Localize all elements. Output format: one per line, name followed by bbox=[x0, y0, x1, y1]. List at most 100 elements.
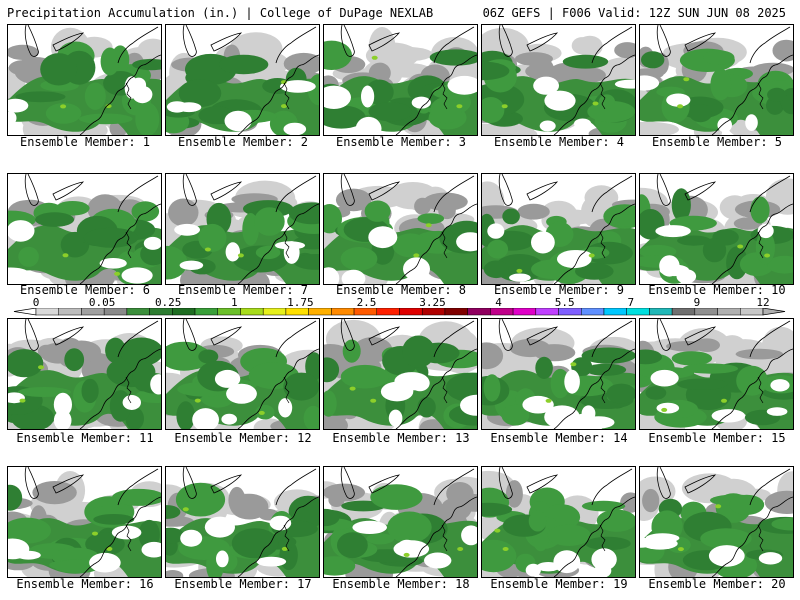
lake-outline bbox=[498, 467, 513, 499]
color-bar-swatch bbox=[285, 308, 309, 316]
lake-outline bbox=[182, 467, 197, 499]
color-bar-swatch bbox=[308, 308, 332, 316]
chart-title: Precipitation Accumulation (in.) | Colle… bbox=[7, 6, 434, 20]
precip-map bbox=[166, 174, 319, 284]
coastline bbox=[553, 496, 635, 577]
precip-field bbox=[166, 482, 319, 577]
precip-map bbox=[640, 25, 793, 135]
precip-map bbox=[324, 25, 477, 135]
ensemble-panel-2 bbox=[165, 24, 320, 136]
panel-label: Ensemble Member: 5 bbox=[651, 135, 783, 149]
panel-label: Ensemble Member: 20 bbox=[648, 577, 786, 591]
panel-label: Ensemble Member: 17 bbox=[174, 577, 312, 591]
panel-label: Ensemble Member: 6 bbox=[19, 283, 151, 297]
precip-map bbox=[640, 174, 793, 284]
coastline bbox=[237, 203, 319, 284]
precip-field bbox=[8, 27, 161, 135]
color-bar-swatch bbox=[467, 308, 491, 316]
color-bar-tick-label: 3.25 bbox=[419, 296, 446, 309]
precip-map bbox=[324, 319, 477, 429]
lake-outline bbox=[340, 174, 355, 206]
panel-label: Ensemble Member: 2 bbox=[177, 135, 309, 149]
coastline bbox=[79, 348, 161, 429]
coastline bbox=[395, 496, 477, 577]
coastline bbox=[79, 203, 161, 284]
color-bar-swatch bbox=[490, 308, 514, 316]
precip-field bbox=[8, 194, 161, 284]
lake-outline bbox=[340, 467, 355, 499]
color-bar-tick-label: 0 bbox=[32, 296, 40, 309]
panel-label: Ensemble Member: 12 bbox=[174, 431, 312, 445]
ensemble-panel-10 bbox=[639, 173, 794, 285]
color-bar-swatch bbox=[444, 308, 468, 316]
precip-map bbox=[482, 25, 635, 135]
lake-outline bbox=[340, 25, 355, 57]
color-bar-swatch bbox=[626, 308, 650, 316]
color-bar-swatch bbox=[217, 308, 241, 316]
precip-field bbox=[166, 180, 319, 284]
lake-outline bbox=[182, 319, 197, 351]
ensemble-panel-16 bbox=[7, 466, 162, 578]
precip-field bbox=[640, 37, 793, 135]
color-bar-tick-label: 1.75 bbox=[287, 296, 314, 309]
panel-label: Ensemble Member: 10 bbox=[648, 283, 786, 297]
panel-label: Ensemble Member: 15 bbox=[648, 431, 786, 445]
color-bar-tick-label: 0.25 bbox=[154, 296, 182, 309]
precip-map bbox=[166, 467, 319, 577]
ensemble-panel-15 bbox=[639, 318, 794, 430]
lake-outline bbox=[182, 174, 197, 206]
color-bar-tick-label: 2.5 bbox=[356, 296, 377, 309]
coastline bbox=[553, 54, 635, 135]
color-bar-max-arrow bbox=[762, 308, 786, 316]
ensemble-panel-7 bbox=[165, 173, 320, 285]
panel-label: Ensemble Member: 7 bbox=[177, 283, 309, 297]
panel-label: Ensemble Member: 3 bbox=[335, 135, 467, 149]
coastline bbox=[395, 348, 477, 429]
color-bar-swatch bbox=[399, 308, 423, 316]
lake-outline bbox=[340, 319, 355, 351]
coastline bbox=[711, 496, 793, 577]
color-bar-swatch bbox=[671, 308, 696, 316]
color-bar-swatch bbox=[603, 308, 627, 316]
model-run-label: 06Z GEFS | F006 Valid: 12Z SUN JUN 08 20… bbox=[482, 6, 786, 20]
precip-map bbox=[166, 25, 319, 135]
ensemble-panel-14 bbox=[481, 318, 636, 430]
color-bar-swatch bbox=[81, 308, 105, 316]
precip-field bbox=[324, 319, 477, 429]
coastline bbox=[237, 54, 319, 135]
ensemble-panel-19 bbox=[481, 466, 636, 578]
color-bar-tick-label: 4 bbox=[495, 296, 502, 309]
precip-field bbox=[8, 333, 161, 429]
lake-outline bbox=[656, 25, 671, 57]
panel-label: Ensemble Member: 11 bbox=[16, 431, 154, 445]
color-bar-swatch bbox=[558, 308, 582, 316]
panel-label: Ensemble Member: 18 bbox=[332, 577, 470, 591]
coastline bbox=[553, 203, 635, 284]
panel-label: Ensemble Member: 16 bbox=[16, 577, 154, 591]
precip-map bbox=[8, 467, 161, 577]
color-bar-swatch bbox=[353, 308, 378, 316]
precip-field bbox=[166, 336, 319, 429]
panel-label: Ensemble Member: 13 bbox=[332, 431, 470, 445]
color-bar-swatch bbox=[103, 308, 128, 316]
color-bar-swatch bbox=[694, 308, 718, 316]
precip-field bbox=[324, 476, 477, 577]
lake-outline bbox=[24, 319, 39, 351]
precip-map bbox=[482, 467, 635, 577]
lake-outline bbox=[656, 467, 671, 499]
precip-field bbox=[324, 27, 477, 135]
precip-map bbox=[8, 319, 161, 429]
ensemble-panel-6 bbox=[7, 173, 162, 285]
precip-map bbox=[324, 174, 477, 284]
color-bar-swatch bbox=[535, 308, 559, 316]
precip-field bbox=[640, 178, 793, 284]
color-bar-tick-label: 7 bbox=[627, 296, 635, 309]
panel-label: Ensemble Member: 1 bbox=[19, 135, 151, 149]
color-bar-swatch bbox=[740, 308, 764, 316]
coastline bbox=[79, 54, 161, 135]
ensemble-panel-1 bbox=[7, 24, 162, 136]
lake-outline bbox=[498, 319, 513, 351]
color-bar-tick-label: 9 bbox=[693, 296, 701, 309]
precip-map bbox=[640, 319, 793, 429]
precip-map bbox=[166, 319, 319, 429]
